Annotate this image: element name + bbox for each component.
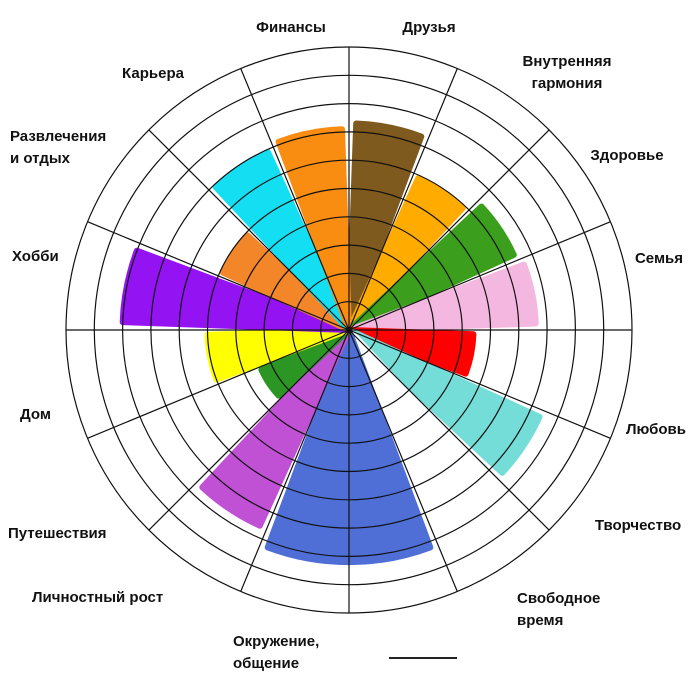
spoke-6 — [348, 329, 611, 439]
spoke-14 — [87, 221, 350, 331]
spoke-2 — [348, 68, 458, 331]
segment-14 — [212, 149, 352, 333]
label-hobby: Хобби — [12, 248, 59, 265]
label-entertainment-line1: Развлечения — [10, 128, 107, 145]
label-inner-harmony-line2: гармония — [531, 75, 603, 92]
label-inner-harmony-line1: Внутренняя — [522, 53, 612, 70]
label-free-time-line1: Свободное — [517, 590, 601, 607]
label-love: Любовь — [625, 421, 687, 438]
segment-1 — [346, 120, 425, 333]
segment-2 — [346, 175, 466, 333]
spoke-12 — [87, 329, 350, 439]
spoke-3 — [348, 129, 550, 331]
label-personal-growth: Личностный рост — [32, 589, 164, 606]
label-travel: Путешествия — [8, 525, 107, 542]
spoke-11 — [148, 329, 350, 531]
label-creativity: Творчество — [594, 517, 682, 534]
blank-underline — [389, 657, 457, 659]
spoke-16 — [240, 68, 350, 331]
label-environment-line2: общение — [233, 655, 300, 672]
label-home: Дом — [20, 406, 51, 423]
spoke-8 — [348, 329, 458, 592]
label-friends: Друзья — [402, 19, 456, 36]
label-entertainment-line2: и отдых — [10, 150, 70, 167]
wheel-grid — [65, 46, 633, 614]
segment-7 — [346, 327, 503, 534]
spoke-10 — [240, 329, 350, 592]
label-environment-line1: Окружение, — [233, 633, 320, 650]
segment-13 — [219, 232, 352, 333]
label-family: Семья — [634, 250, 684, 267]
spoke-4 — [348, 221, 611, 331]
segment-3 — [346, 203, 517, 333]
segment-15 — [275, 126, 352, 333]
label-free-time: Свободное время — [517, 588, 600, 632]
segment-9 — [199, 327, 352, 529]
segment-10 — [258, 327, 352, 399]
label-environment: Окружение, общение — [233, 631, 319, 675]
segment-6 — [346, 327, 543, 476]
spoke-15 — [148, 129, 350, 331]
label-finance: Финансы — [256, 19, 326, 36]
spoke-7 — [348, 329, 550, 531]
label-entertainment: Развлечения и отдых — [10, 126, 106, 170]
label-health: Здоровье — [590, 147, 664, 164]
label-inner-harmony: Внутренняя гармония — [523, 51, 612, 95]
label-free-time-line2: время — [517, 612, 564, 629]
label-career: Карьера — [122, 65, 184, 82]
